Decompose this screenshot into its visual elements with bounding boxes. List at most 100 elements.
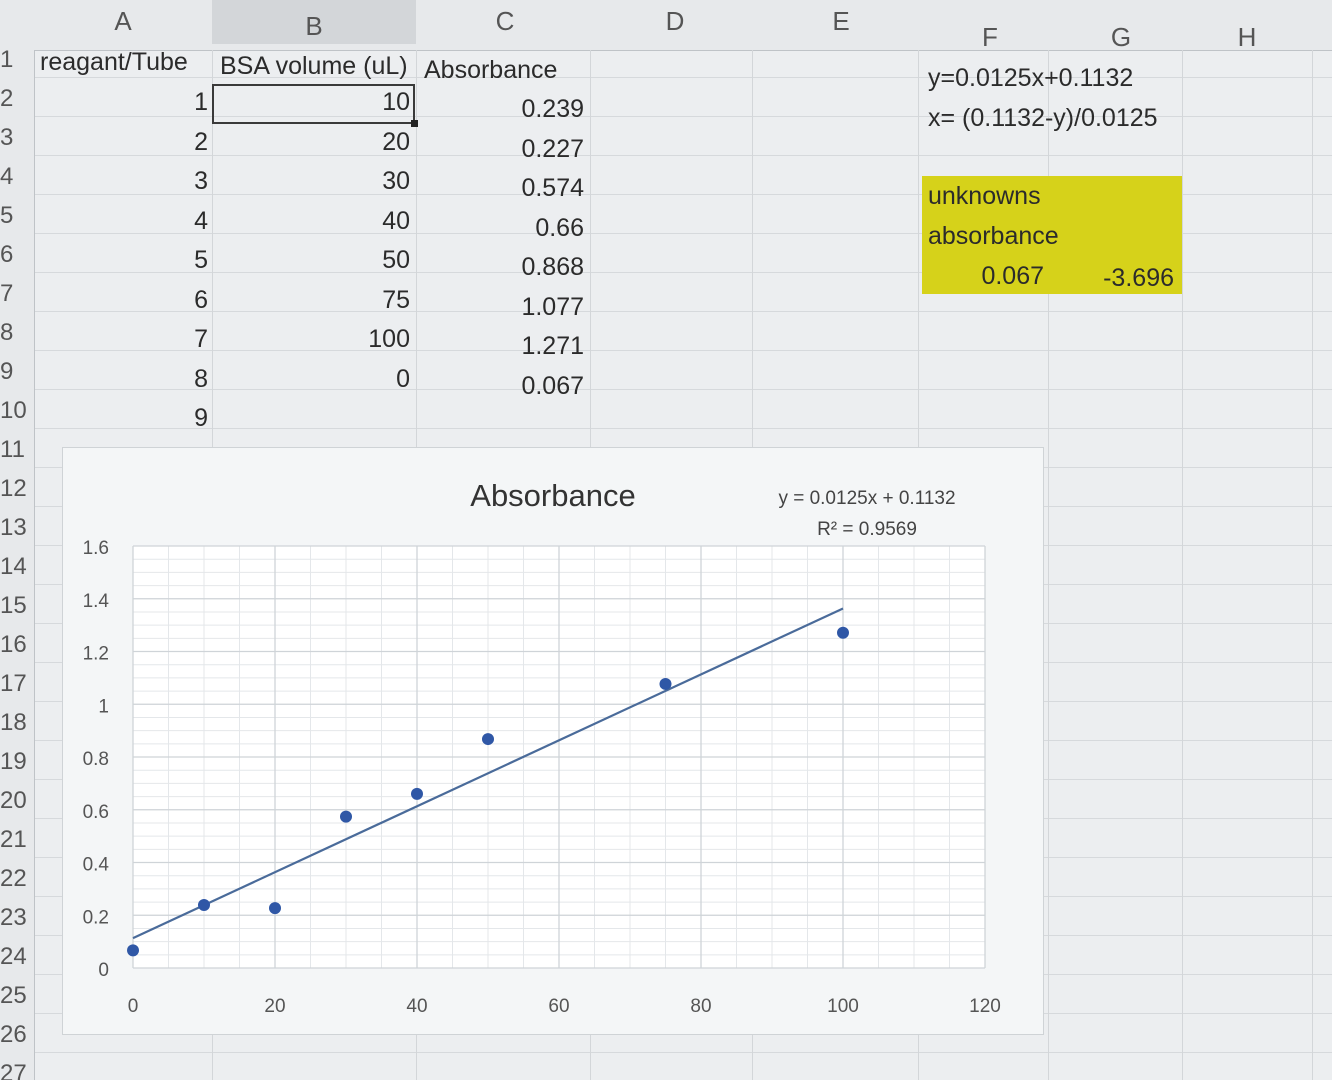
row-header-bar: 1 2 3 4 5 6 7 8 9 10 11 12 13 14 15 16 17 18 19 20 21 22 23 24 2… bbox=[0, 46, 35, 1080]
cell-absorbance[interactable]: 0.574 bbox=[521, 174, 584, 202]
cell-absorbance[interactable]: 1.271 bbox=[521, 332, 584, 360]
x-tick-label: 20 bbox=[264, 996, 285, 1017]
cell-tube[interactable]: 3 bbox=[194, 167, 208, 195]
cell-bsa-volume[interactable]: 20 bbox=[382, 127, 410, 156]
unknowns-label[interactable]: unknowns bbox=[928, 182, 1041, 210]
row-header-17[interactable]: 17 bbox=[0, 670, 27, 697]
formula-regression[interactable]: y=0.0125x+0.1132 bbox=[928, 64, 1134, 92]
fill-handle[interactable] bbox=[411, 120, 418, 127]
row-header-3[interactable]: 3 bbox=[0, 124, 14, 151]
column-header-b[interactable]: B bbox=[212, 0, 416, 44]
header-reagant-tube[interactable]: reagant/Tube bbox=[40, 48, 188, 76]
column-header-e[interactable]: E bbox=[832, 6, 850, 36]
row-header-10[interactable]: 10 bbox=[0, 397, 27, 424]
x-tick-label: 80 bbox=[690, 996, 711, 1017]
row-header-24[interactable]: 24 bbox=[0, 943, 27, 970]
cell-absorbance[interactable]: 0.239 bbox=[521, 95, 584, 123]
x-tick-label: 60 bbox=[548, 996, 569, 1017]
chart-title: Absorbance bbox=[470, 478, 635, 513]
data-point bbox=[411, 787, 423, 800]
row-header-4[interactable]: 4 bbox=[0, 163, 14, 190]
column-header-g[interactable]: G bbox=[1110, 22, 1132, 52]
cell-tube[interactable]: 6 bbox=[194, 285, 208, 314]
trendline-r-squared: R² = 0.9569 bbox=[817, 519, 917, 540]
row-header-13[interactable]: 13 bbox=[0, 514, 27, 541]
data-point bbox=[269, 902, 281, 915]
row-header-1[interactable]: 1 bbox=[0, 46, 14, 73]
cell-absorbance[interactable]: 0.227 bbox=[521, 134, 584, 163]
row-header-12[interactable]: 12 bbox=[0, 475, 27, 502]
cell-absorbance[interactable]: 1.077 bbox=[521, 292, 584, 321]
row-header-6[interactable]: 6 bbox=[0, 241, 14, 268]
row-header-27[interactable]: 27 bbox=[0, 1060, 27, 1080]
row-header-9[interactable]: 9 bbox=[0, 358, 14, 385]
row-header-21[interactable]: 21 bbox=[0, 826, 27, 853]
cell-bsa-volume[interactable]: 10 bbox=[382, 88, 410, 116]
cell-tube[interactable]: 7 bbox=[194, 325, 208, 353]
y-tick-label: 0.4 bbox=[83, 855, 110, 876]
x-tick-label: 120 bbox=[969, 996, 1001, 1017]
column-header-bar: A B C D E F G H bbox=[0, 0, 1332, 52]
column-header-h[interactable]: H bbox=[1237, 22, 1257, 52]
cell-absorbance[interactable]: 0.868 bbox=[521, 253, 584, 281]
chart-canvas: 0 20 40 60 80 100 120 0 0.2 0.4 0.6 0.8 1 1.2 1.4 1.6 Ab… bbox=[83, 478, 1001, 1017]
row-header-23[interactable]: 23 bbox=[0, 904, 27, 931]
y-tick-label: 0 bbox=[98, 960, 109, 981]
cell-bsa-volume[interactable]: 75 bbox=[382, 285, 410, 314]
row-header-20[interactable]: 20 bbox=[0, 787, 27, 814]
y-tick-label: 0.8 bbox=[83, 749, 109, 770]
cell-tube[interactable]: 1 bbox=[194, 88, 208, 116]
column-divider bbox=[1048, 50, 1049, 1080]
cell-absorbance[interactable]: 0.66 bbox=[535, 213, 584, 242]
column-divider bbox=[1182, 50, 1183, 1080]
cell-bsa-volume[interactable]: 50 bbox=[382, 246, 410, 274]
row-header-18[interactable]: 18 bbox=[0, 709, 27, 736]
row-header-5[interactable]: 5 bbox=[0, 202, 14, 229]
formula-inverse[interactable]: x= (0.1132-y)/0.0125 bbox=[928, 104, 1158, 132]
row-header-22[interactable]: 22 bbox=[0, 865, 27, 892]
row-header-14[interactable]: 14 bbox=[0, 553, 27, 580]
cell-bsa-volume[interactable]: 0 bbox=[396, 364, 410, 393]
cell-bsa-volume[interactable]: 100 bbox=[368, 325, 410, 353]
row-header-7[interactable]: 7 bbox=[0, 280, 14, 307]
cell-tube[interactable]: 4 bbox=[194, 206, 208, 235]
cell-bsa-volume[interactable]: 40 bbox=[382, 206, 410, 235]
column-header-a[interactable]: A bbox=[114, 6, 132, 36]
row-header-19[interactable]: 19 bbox=[0, 748, 27, 775]
y-tick-label: 1.4 bbox=[83, 591, 110, 612]
row-header-8[interactable]: 8 bbox=[0, 319, 14, 346]
row-header-11[interactable]: 11 bbox=[0, 436, 25, 463]
row-header-16[interactable]: 16 bbox=[0, 631, 27, 658]
scatter-chart[interactable]: 0 20 40 60 80 100 120 0 0.2 0.4 0.6 0.8 1 1.2 1.4 1.6 Ab… bbox=[62, 447, 1044, 1035]
data-point bbox=[837, 626, 849, 639]
cell-tube[interactable]: 2 bbox=[194, 127, 208, 156]
column-header-d[interactable]: D bbox=[665, 6, 685, 36]
selected-cell-outline[interactable] bbox=[212, 84, 418, 127]
cell-bsa-volume[interactable]: 30 bbox=[382, 167, 410, 195]
column-header-c[interactable]: C bbox=[495, 6, 515, 36]
cell-tube[interactable]: 8 bbox=[194, 364, 208, 393]
trendline-equation: y = 0.0125x + 0.1132 bbox=[778, 488, 955, 509]
row-header-26[interactable]: 26 bbox=[0, 1021, 27, 1048]
x-tick-label: 40 bbox=[406, 996, 427, 1017]
row-header-2[interactable]: 2 bbox=[0, 85, 14, 112]
header-bsa-volume[interactable]: BSA volume (uL) bbox=[220, 52, 408, 80]
data-point bbox=[198, 898, 210, 911]
data-point bbox=[659, 677, 672, 690]
data-point bbox=[340, 810, 352, 823]
unknown-absorbance-value[interactable]: 0.067 bbox=[981, 262, 1044, 290]
row-header-25[interactable]: 25 bbox=[0, 982, 27, 1009]
unknowns-highlight bbox=[922, 176, 1182, 294]
cell-tube[interactable]: 9 bbox=[194, 404, 208, 432]
cell-tube[interactable]: 5 bbox=[194, 246, 208, 274]
x-tick-label: 0 bbox=[128, 996, 139, 1017]
cell-absorbance[interactable]: 0.067 bbox=[521, 371, 584, 400]
data-point bbox=[127, 944, 139, 957]
y-tick-label: 1 bbox=[98, 696, 109, 717]
row-header-15[interactable]: 15 bbox=[0, 592, 27, 619]
absorbance-label[interactable]: absorbance bbox=[928, 222, 1059, 250]
column-header-f[interactable]: F bbox=[982, 22, 998, 52]
unknown-result-value[interactable]: -3.696 bbox=[1103, 264, 1174, 292]
header-absorbance[interactable]: Absorbance bbox=[424, 56, 558, 84]
